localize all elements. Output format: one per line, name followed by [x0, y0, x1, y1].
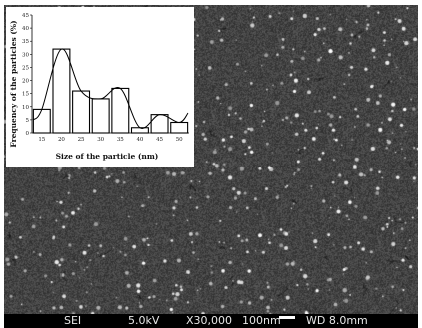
histogram-bar [32, 108, 51, 134]
y-tick-label: 20 [22, 79, 29, 85]
x-tick-label: 30 [97, 137, 104, 143]
histogram-bar [72, 90, 91, 134]
x-tick-label: 15 [38, 137, 45, 143]
histogram-bar [150, 114, 169, 134]
x-tick-label: 20 [58, 137, 65, 143]
y-tick-label: 45 [22, 13, 29, 19]
histogram-bar [111, 87, 130, 134]
histogram-bar [170, 121, 189, 134]
y-tick-label: 0 [26, 131, 30, 137]
detector-label: SEI [64, 314, 82, 327]
fit-curve [32, 48, 189, 129]
y-tick-label: 30 [22, 52, 29, 58]
x-axis-title: Size of the particle (nm) [56, 152, 159, 161]
working-distance-label: WD 8.0mm [306, 314, 368, 327]
magnification-label: X30,000 [186, 314, 233, 327]
y-tick-label: 5 [26, 118, 30, 124]
x-tick-label: 50 [176, 137, 183, 143]
voltage-label: 5.0kV [128, 314, 160, 327]
y-tick-label: 25 [22, 65, 29, 71]
scale-bar [279, 316, 295, 319]
x-tick-label: 45 [156, 137, 163, 143]
histogram-chart: 0 5 10 15 20 25 30 35 40 45 15 20 25 30 35 40 45 50 Frequ… [9, 13, 189, 161]
histogram-bar [91, 98, 110, 134]
y-tick-label: 15 [22, 92, 29, 98]
x-tick-label: 35 [117, 137, 124, 143]
sem-info-bar: SEI 5.0kV X30,000 100nm WD 8.0mm [4, 314, 418, 328]
y-tick-label: 35 [22, 39, 29, 45]
histogram-bar [130, 127, 149, 134]
y-tick-label: 40 [22, 26, 29, 32]
particle-size-histogram: 0 5 10 15 20 25 30 35 40 45 15 20 25 30 35 40 45 50 Frequ… [6, 7, 194, 167]
x-tick-label: 40 [136, 137, 143, 143]
y-tick-label: 10 [22, 105, 29, 111]
x-tick-label: 25 [78, 137, 85, 143]
y-axis-title: Frequency of the particles (%) [9, 20, 18, 147]
scale-label: 100nm [242, 314, 281, 327]
